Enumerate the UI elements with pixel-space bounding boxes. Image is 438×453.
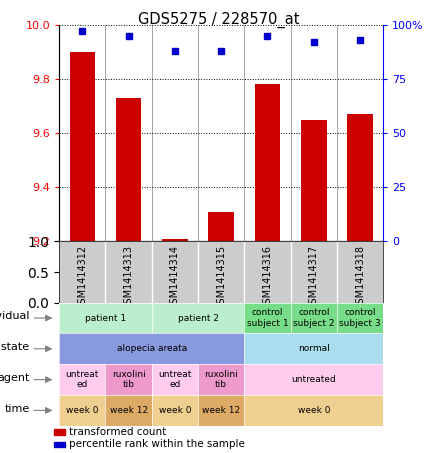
Text: GSM1414314: GSM1414314 xyxy=(170,245,180,309)
Bar xyxy=(116,98,141,241)
Text: GSM1414315: GSM1414315 xyxy=(216,245,226,310)
Text: patient 1: patient 1 xyxy=(85,313,126,323)
Text: GDS5275 / 228570_at: GDS5275 / 228570_at xyxy=(138,11,300,28)
Text: alopecia areata: alopecia areata xyxy=(117,344,187,353)
Text: GSM1414316: GSM1414316 xyxy=(262,245,272,309)
Text: untreated: untreated xyxy=(291,375,336,384)
Text: control
subject 1: control subject 1 xyxy=(247,308,288,328)
Text: GSM1414318: GSM1414318 xyxy=(355,245,365,309)
Text: control
subject 2: control subject 2 xyxy=(293,308,335,328)
Bar xyxy=(54,429,65,434)
Text: patient 2: patient 2 xyxy=(177,313,219,323)
Bar xyxy=(208,212,234,241)
Text: untreat
ed: untreat ed xyxy=(66,370,99,389)
Text: week 12: week 12 xyxy=(110,406,148,415)
Bar xyxy=(255,84,280,241)
Text: GSM1414313: GSM1414313 xyxy=(124,245,134,309)
Text: transformed count: transformed count xyxy=(69,427,166,437)
Text: normal: normal xyxy=(298,344,330,353)
Text: untreat
ed: untreat ed xyxy=(158,370,191,389)
Text: week 0: week 0 xyxy=(159,406,191,415)
Text: week 0: week 0 xyxy=(297,406,330,415)
Text: individual: individual xyxy=(0,312,30,322)
Text: control
subject 3: control subject 3 xyxy=(339,308,381,328)
Text: ruxolini
tib: ruxolini tib xyxy=(204,370,238,389)
Text: GSM1414317: GSM1414317 xyxy=(309,245,319,310)
Text: week 0: week 0 xyxy=(66,406,99,415)
Text: time: time xyxy=(4,404,30,414)
Bar xyxy=(70,52,95,241)
Text: week 12: week 12 xyxy=(202,406,240,415)
Bar xyxy=(54,442,65,447)
Text: ruxolini
tib: ruxolini tib xyxy=(112,370,145,389)
Bar xyxy=(162,239,187,241)
Text: GSM1414312: GSM1414312 xyxy=(77,245,87,310)
Bar xyxy=(301,120,326,241)
Text: agent: agent xyxy=(0,373,30,383)
Text: percentile rank within the sample: percentile rank within the sample xyxy=(69,439,244,449)
Bar xyxy=(347,114,373,241)
Text: disease state: disease state xyxy=(0,342,30,352)
